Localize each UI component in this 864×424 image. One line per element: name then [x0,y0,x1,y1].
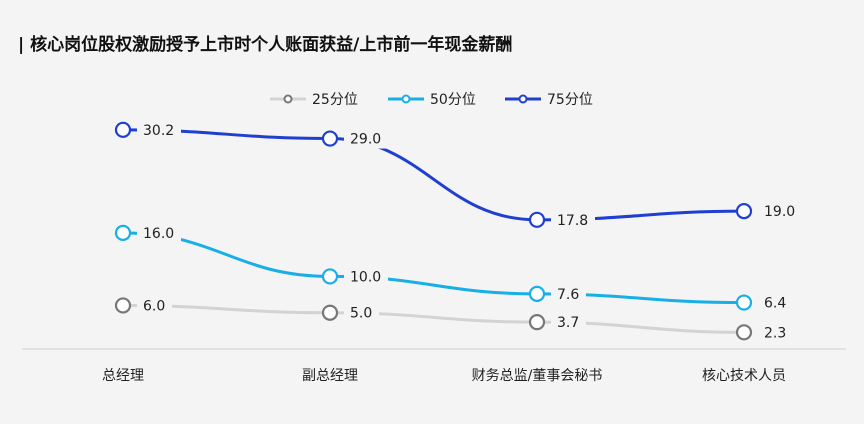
data-label-bg [551,283,586,304]
data-label: 6.4 [764,296,786,312]
data-label-bg [137,119,181,140]
legend-item-2[interactable]: 50分位 [388,92,476,108]
series-line [122,303,745,334]
data-point[interactable] [321,268,339,285]
data-point[interactable] [321,130,339,147]
data-label: 3.7 [557,315,579,331]
x-tick-label: 财务总监/董事会秘书 [472,368,603,384]
data-label-bg [758,292,793,313]
data-point[interactable] [528,314,546,331]
data-point[interactable] [528,285,546,302]
data-label: 16.0 [143,226,174,242]
x-tick-label: 副总经理 [302,368,358,384]
data-label-bg [137,295,172,316]
legend-marker [518,94,528,104]
data-point[interactable] [114,121,132,138]
data-label-bg [344,302,379,323]
category-labels: 总经理 副总经理 财务总监/董事会秘书 核心技术人员 [102,368,786,384]
data-label-bg [551,209,595,230]
series-1: 6.0 5.0 3.7 2.3 [114,295,793,343]
data-label-bg [344,128,388,149]
legend-label: 50分位 [430,92,476,108]
data-label-bg [551,312,586,333]
legend-item-3[interactable]: 75分位 [505,92,593,108]
legend: 25分位 50分位 75分位 [270,92,593,108]
data-point[interactable] [735,324,753,341]
data-point[interactable] [114,224,132,241]
data-label: 10.0 [350,269,381,285]
legend-label: 75分位 [547,92,593,108]
series-line [122,231,745,305]
data-label: 5.0 [350,306,372,322]
legend-item-1[interactable]: 25分位 [270,92,358,108]
data-label: 6.0 [143,298,165,314]
legend-label: 25分位 [312,92,358,108]
series-line [122,128,745,222]
data-label-bg [758,201,802,222]
x-tick-label: 总经理 [102,368,144,384]
series-3: 30.2 29.0 17.8 19.0 [114,119,802,230]
data-label: 2.3 [764,325,786,341]
data-point[interactable] [528,211,546,228]
legend-marker [401,94,411,104]
chart-title: | 核心岗位股权激励授予上市时个人账面获益/上市前一年现金薪酬 [18,35,513,55]
legend-marker [283,94,293,104]
data-label-bg [344,266,388,287]
data-point[interactable] [321,304,339,321]
data-label: 17.8 [557,213,588,229]
data-point[interactable] [735,203,753,220]
series-layer: 6.0 5.0 3.7 2.3 16.0 10.0 7.6 6.4 30.2 29.0 17.8 19… [114,119,802,343]
data-label-bg [758,322,793,343]
data-label: 7.6 [557,287,579,303]
series-2: 16.0 10.0 7.6 6.4 [114,222,793,313]
data-label: 19.0 [764,204,795,220]
data-label-bg [137,222,181,243]
data-point[interactable] [114,297,132,314]
data-point[interactable] [735,294,753,311]
data-label: 30.2 [143,123,174,139]
x-tick-label: 核心技术人员 [702,368,786,384]
data-label: 29.0 [350,132,381,148]
